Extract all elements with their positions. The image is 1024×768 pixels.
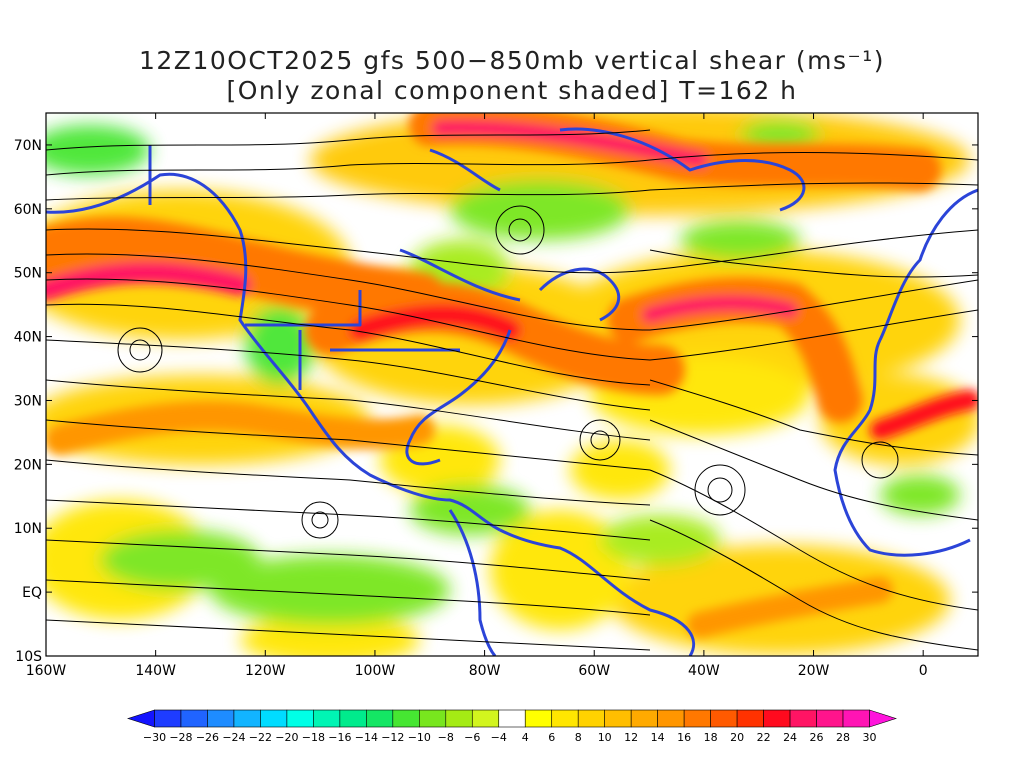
lat-tick-label: 30N — [14, 393, 42, 409]
lat-tick-label: 20N — [14, 457, 42, 473]
colorbar-label: 12 — [624, 731, 638, 744]
colorbar-label: −28 — [169, 731, 192, 744]
colorbar-swatch — [657, 709, 685, 728]
colorbar-swatch — [366, 709, 394, 728]
colorbar-label: −10 — [408, 731, 431, 744]
colorbar-swatch — [683, 709, 711, 728]
lon-tick-label: 60W — [578, 663, 610, 679]
south-america-west-coast — [448, 509, 497, 656]
colorbar-swatch — [445, 709, 473, 728]
longitude-ticks: 160W 140W 120W 100W 80W 60W 40W 20W 0 — [26, 113, 928, 679]
lon-tick-label: 120W — [245, 663, 286, 679]
colorbar-swatch — [630, 709, 658, 728]
colorbar-label: −24 — [222, 731, 245, 744]
coastlines — [46, 127, 978, 656]
colorbar: −30 −28 −26 −24 −22 −20 −18 −16 −14 −12 −10 −8 −6 −4 4… — [127, 709, 897, 744]
colorbar-label: −6 — [464, 731, 480, 744]
colorbar-label: 4 — [522, 731, 529, 744]
colorbar-swatch — [207, 709, 235, 728]
canada-lakes-region — [399, 148, 521, 302]
colorbar-label: −18 — [302, 731, 325, 744]
colorbar-swatch — [127, 709, 155, 728]
lon-tick-label: 100W — [355, 663, 396, 679]
lat-tick-label: 50N — [14, 266, 42, 282]
lon-tick-label: 40W — [688, 663, 720, 679]
greenland-coast — [559, 127, 806, 212]
colorbar-label: −26 — [196, 731, 219, 744]
colorbar-label: −4 — [491, 731, 507, 744]
colorbar-swatch — [816, 709, 844, 728]
colorbar-label: −14 — [355, 731, 378, 744]
colorbar-label: 18 — [704, 731, 718, 744]
state-borders — [148, 145, 460, 390]
lon-tick-label: 0 — [919, 663, 928, 679]
lat-tick-label: EQ — [22, 585, 42, 601]
north-america-pacific-coast — [46, 172, 501, 532]
colorbar-swatch — [339, 709, 367, 728]
colorbar-swatch — [498, 709, 526, 728]
colorbar-label: 16 — [677, 731, 691, 744]
colorbar-swatch — [789, 709, 817, 728]
colorbar-swatch — [154, 709, 182, 728]
colorbar-swatch — [604, 709, 632, 728]
lat-tick-label: 70N — [14, 138, 42, 154]
colorbar-swatch — [180, 709, 208, 728]
south-america-east-coast — [499, 528, 696, 656]
colorbar-label: 10 — [598, 731, 612, 744]
colorbar-swatch — [471, 709, 500, 728]
europe-africa-coast — [833, 188, 978, 557]
colorbar-swatch — [524, 709, 553, 728]
colorbar-label: −22 — [249, 731, 272, 744]
colorbar-swatch — [869, 709, 897, 728]
colorbar-label: 24 — [783, 731, 797, 744]
colorbar-label: 30 — [863, 731, 877, 744]
colorbar-label: 26 — [810, 731, 824, 744]
colorbar-swatch — [392, 709, 420, 728]
lon-tick-label: 80W — [469, 663, 501, 679]
lon-tick-label: 160W — [26, 663, 67, 679]
colorbar-label: 8 — [575, 731, 582, 744]
colorbar-swatch — [233, 709, 261, 728]
labrador-coast — [538, 267, 621, 322]
colorbar-label: 28 — [836, 731, 850, 744]
us-east-gulf-coast — [405, 329, 512, 466]
colorbar-swatch — [842, 709, 870, 728]
latitude-ticks: 70N 60N 50N 40N 30N 20N 10N EQ 10S — [14, 138, 978, 665]
colorbar-swatch — [286, 709, 314, 728]
lon-tick-label: 20W — [798, 663, 830, 679]
map-plot-area — [46, 113, 978, 656]
colorbar-label: 20 — [730, 731, 744, 744]
colorbar-swatch — [419, 709, 447, 728]
colorbar-label: −16 — [328, 731, 351, 744]
streamlines — [46, 129, 978, 651]
chart-subtitle: [Only zonal component shaded] T=162 h — [226, 76, 798, 105]
colorbar-label: −20 — [275, 731, 298, 744]
lat-tick-label: 40N — [14, 330, 42, 346]
map-frame — [45, 112, 979, 657]
colorbar-swatch — [551, 709, 579, 728]
colorbar-swatch — [313, 709, 341, 728]
colorbar-swatch — [577, 709, 605, 728]
colorbar-label: 6 — [548, 731, 555, 744]
colorbar-swatch — [763, 709, 791, 728]
colorbar-swatch — [260, 709, 288, 728]
colorbar-swatch — [736, 709, 764, 728]
colorbar-label: 14 — [651, 731, 665, 744]
lat-tick-label: 10S — [15, 649, 42, 665]
colorbar-label: −8 — [438, 731, 454, 744]
lat-tick-label: 60N — [14, 202, 42, 218]
colorbar-label: −30 — [143, 731, 166, 744]
lon-tick-label: 140W — [135, 663, 176, 679]
colorbar-label: 22 — [757, 731, 771, 744]
colorbar-label: −12 — [381, 731, 404, 744]
chart-title: 12Z10OCT2025 gfs 500−850mb vertical shea… — [139, 46, 885, 75]
lat-tick-label: 10N — [14, 521, 42, 537]
colorbar-swatch — [710, 709, 738, 728]
